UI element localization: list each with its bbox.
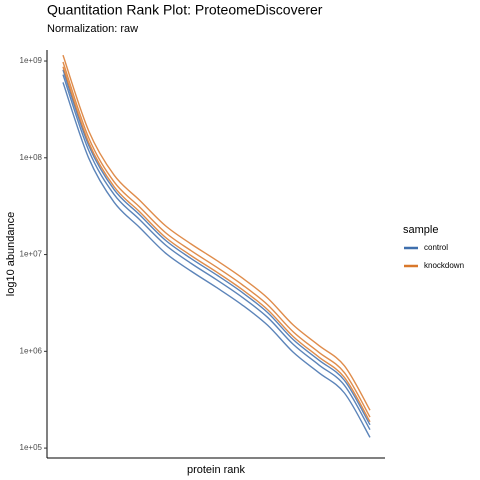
y-axis-label: log10 abundance — [5, 212, 17, 296]
series-line — [62, 66, 371, 423]
y-tick-label: 1e+05 — [20, 443, 43, 452]
legend-title: sample — [403, 224, 438, 236]
y-tick-label: 1e+07 — [20, 250, 43, 259]
chart-subtitle: Normalization: raw — [47, 23, 138, 35]
y-tick-label: 1e+09 — [20, 56, 43, 65]
series-line — [62, 74, 371, 431]
series-line — [62, 82, 371, 438]
y-tick-label: 1e+06 — [20, 346, 43, 355]
legend-label: control — [424, 243, 448, 252]
series-line — [62, 54, 371, 411]
legend-label: knockdown — [424, 261, 464, 270]
series-line — [62, 69, 371, 426]
x-axis-label: protein rank — [187, 464, 246, 476]
series-line — [62, 61, 371, 418]
y-tick-label: 1e+08 — [20, 153, 43, 162]
chart-title: Quantitation Rank Plot: ProteomeDiscover… — [47, 2, 323, 18]
